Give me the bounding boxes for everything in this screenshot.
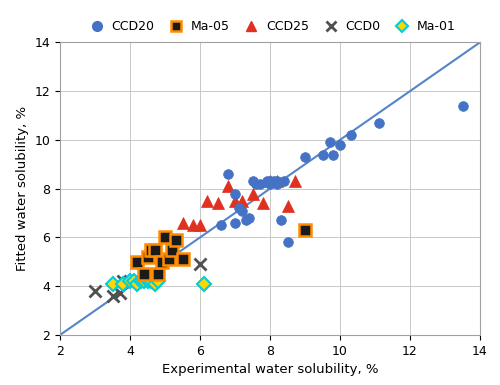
Line: CCD25: CCD25	[177, 176, 300, 231]
CCD20	[232, 191, 238, 196]
CCD20	[460, 104, 466, 108]
Line: CCD0: CCD0	[90, 259, 206, 301]
CCD25	[204, 199, 210, 203]
CCD20	[264, 179, 270, 184]
X-axis label: Experimental water solubility, %: Experimental water solubility, %	[162, 363, 378, 376]
CCD0	[116, 291, 122, 296]
Ma-05	[141, 272, 147, 276]
Y-axis label: Fitted water solubility, %: Fitted water solubility, %	[16, 106, 29, 271]
Ma-05	[152, 247, 158, 252]
Ma-01	[155, 279, 161, 284]
Legend: CCD20, Ma-05, CCD25, CCD0, Ma-01: CCD20, Ma-05, CCD25, CCD0, Ma-01	[84, 20, 456, 33]
CCD20	[256, 181, 262, 186]
CCD25	[225, 184, 231, 189]
CCD20	[278, 218, 283, 223]
CCD20	[302, 155, 308, 159]
CCD25	[250, 191, 256, 196]
CCD20	[270, 179, 276, 184]
CCD20	[320, 152, 326, 157]
CCD25	[180, 221, 186, 225]
Ma-01	[152, 281, 158, 286]
CCD20	[239, 208, 245, 213]
CCD25	[214, 201, 220, 206]
CCD20	[267, 179, 273, 184]
CCD20	[267, 181, 273, 186]
Ma-05	[166, 257, 172, 262]
CCD0	[92, 289, 98, 293]
CCD20	[326, 140, 332, 145]
CCD0	[197, 262, 203, 266]
CCD0	[110, 294, 116, 298]
CCD20	[236, 206, 242, 211]
Ma-05	[169, 247, 175, 252]
CCD20	[253, 181, 259, 186]
Ma-01	[127, 279, 133, 284]
CCD0	[127, 279, 133, 284]
CCD25	[260, 201, 266, 206]
CCD20	[281, 179, 287, 184]
Ma-05	[148, 247, 154, 252]
Ma-01	[130, 279, 136, 284]
Ma-05	[172, 238, 178, 242]
Ma-01	[148, 279, 154, 284]
Ma-05	[158, 259, 164, 264]
CCD25	[267, 179, 273, 184]
CCD20	[250, 179, 256, 184]
Ma-05	[134, 259, 140, 264]
CCD20	[246, 216, 252, 220]
Ma-05	[302, 228, 308, 233]
CCD25	[274, 179, 280, 184]
Ma-05	[144, 254, 150, 259]
Ma-01	[144, 279, 150, 284]
Ma-01	[200, 281, 206, 286]
CCD20	[376, 121, 382, 125]
CCD0	[120, 279, 126, 284]
Line: Ma-01: Ma-01	[108, 276, 208, 289]
CCD25	[232, 199, 238, 203]
Ma-01	[141, 279, 147, 284]
CCD25	[190, 223, 196, 228]
Ma-05	[155, 272, 161, 276]
CCD20	[225, 172, 231, 176]
CCD20	[242, 218, 248, 223]
CCD20	[284, 240, 290, 244]
CCD25	[239, 199, 245, 203]
CCD20	[274, 181, 280, 186]
CCD25	[284, 203, 290, 208]
CCD20	[337, 142, 343, 147]
Line: CCD20: CCD20	[216, 101, 468, 247]
CCD25	[292, 179, 298, 184]
Ma-01	[138, 279, 143, 284]
Ma-05	[162, 235, 168, 240]
CCD20	[232, 221, 238, 225]
CCD20	[330, 152, 336, 157]
Ma-01	[110, 281, 116, 286]
Ma-05	[180, 257, 186, 262]
CCD20	[348, 133, 354, 137]
Line: Ma-05: Ma-05	[132, 224, 310, 280]
CCD25	[197, 223, 203, 228]
CCD20	[218, 223, 224, 228]
Ma-01	[134, 281, 140, 286]
CCD20	[274, 179, 280, 184]
Ma-01	[120, 281, 126, 286]
